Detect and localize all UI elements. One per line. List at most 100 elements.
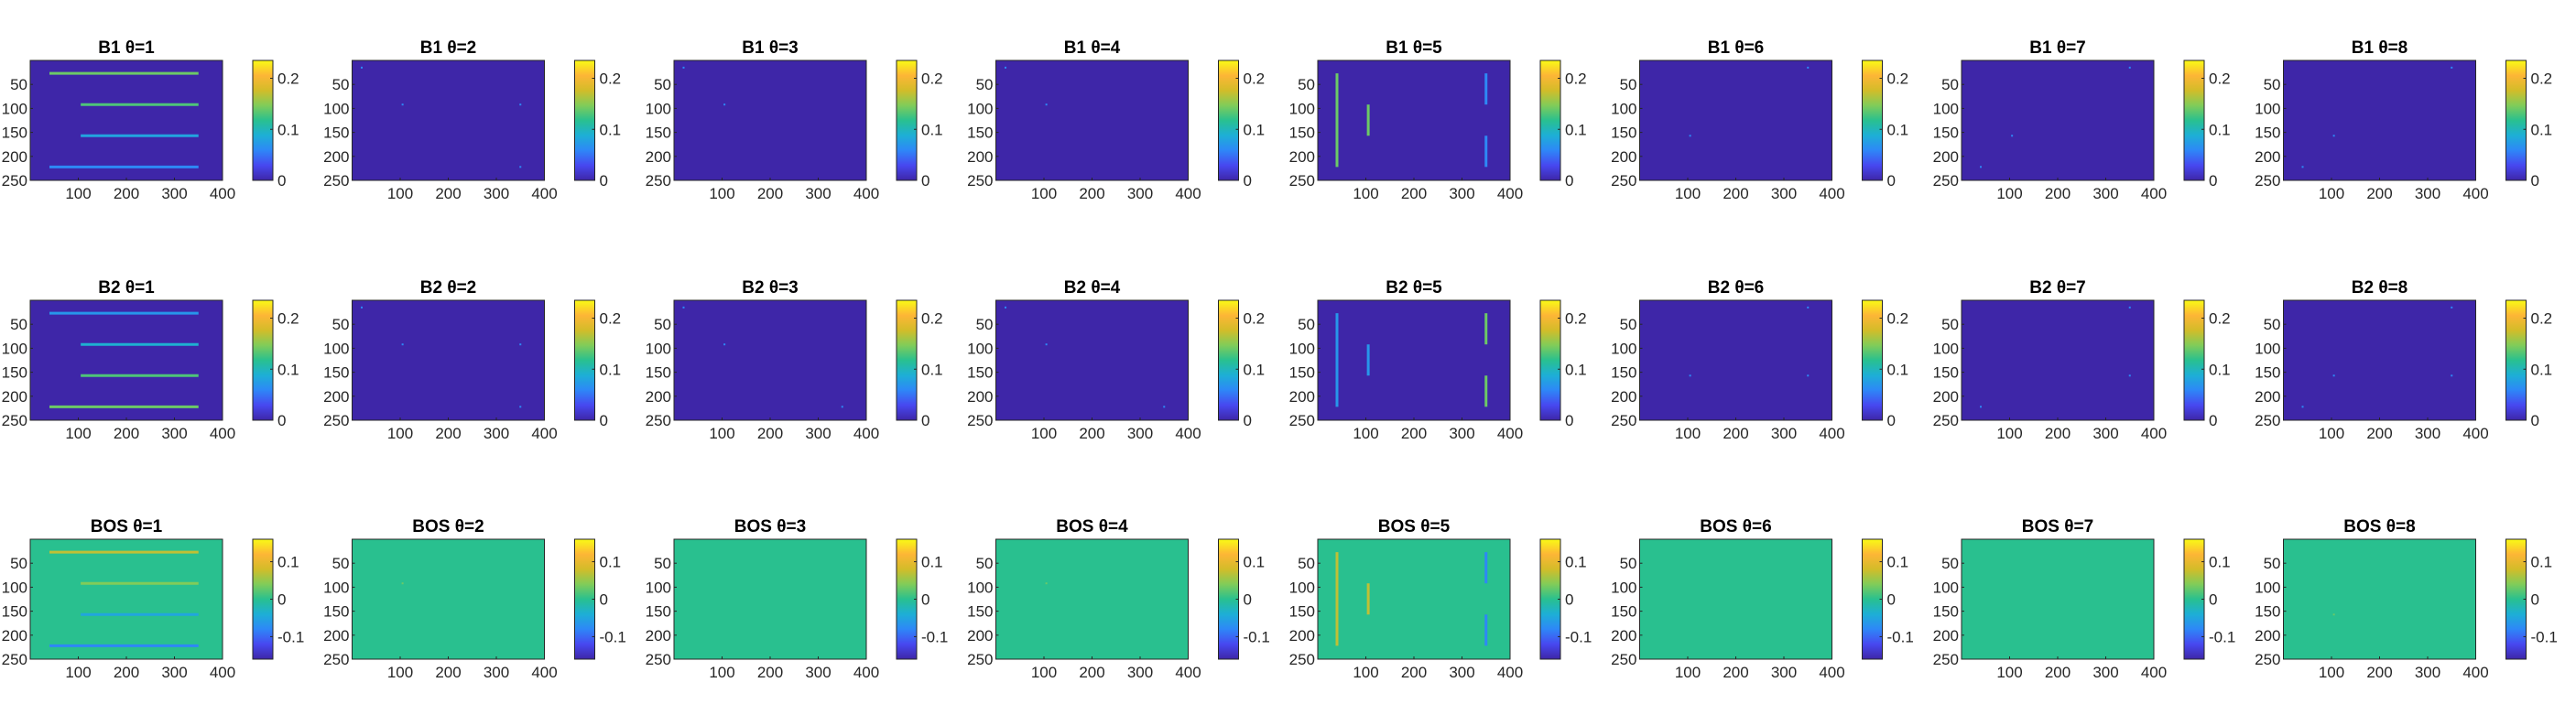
image-speck	[1980, 166, 1982, 168]
y-tick-label: 100	[1289, 340, 1315, 357]
y-tick-label: 150	[2, 125, 27, 142]
image-speck	[2332, 374, 2335, 377]
panel-title: B1 θ=4	[1064, 38, 1121, 58]
image-speck	[361, 66, 363, 69]
colorbar-tick-label: 0	[600, 172, 608, 190]
panel-image	[352, 60, 545, 180]
x-tick-label: 100	[1031, 425, 1057, 442]
x-tick-label: 300	[1127, 664, 1153, 681]
image-speck	[2451, 306, 2453, 309]
image-speck	[2301, 406, 2304, 408]
x-tick-label: 200	[2366, 185, 2392, 202]
y-tick-label: 250	[2, 651, 27, 668]
x-tick-label: 100	[1353, 425, 1378, 442]
x-tick-label: 200	[1401, 185, 1427, 202]
colorbar-tick-label: 0.1	[1887, 121, 1909, 138]
colorbar-tick-label: 0.1	[1887, 361, 1909, 378]
x-tick-label: 400	[2141, 185, 2167, 202]
panel-image	[1639, 300, 1832, 420]
y-tick-label: 100	[1611, 579, 1636, 596]
y-tick-label: 200	[1289, 627, 1315, 645]
colorbar-tick-label: 0.2	[2531, 310, 2553, 328]
colorbar-tick-label: 0.1	[2209, 361, 2231, 378]
colorbar	[1862, 538, 1883, 660]
colorbar-tick-label: 0	[1244, 172, 1252, 190]
colorbar-tick-label: 0	[2531, 591, 2539, 609]
y-tick-label: 250	[967, 172, 993, 190]
y-tick-label: 100	[2255, 579, 2280, 596]
colorbar	[1862, 299, 1883, 421]
x-tick-label: 400	[2462, 185, 2488, 202]
y-tick-label: 200	[1289, 148, 1315, 166]
colorbar-tick-label: 0.1	[1565, 121, 1587, 138]
x-tick-label: 200	[435, 664, 461, 681]
y-tick-label: 200	[1933, 388, 1959, 406]
colorbar	[2183, 299, 2205, 421]
colorbar-tick-label: -0.1	[1565, 628, 1592, 645]
x-tick-label: 100	[2319, 425, 2344, 442]
y-tick-label: 200	[646, 148, 671, 166]
y-tick-label: 100	[323, 340, 349, 357]
y-tick-label: 150	[1289, 125, 1315, 142]
colorbar-tick-label: 0	[2531, 172, 2539, 190]
y-tick-label: 250	[2255, 651, 2280, 668]
colorbar-tick-label: -0.1	[277, 628, 304, 645]
y-tick-label: 250	[1611, 172, 1636, 190]
panel-image	[995, 300, 1189, 420]
colorbar-tick-label: -0.1	[2209, 628, 2235, 645]
panel-image	[30, 300, 223, 420]
colorbar-tick-label: 0.1	[1244, 121, 1266, 138]
colorbar-tick-label: 0	[1244, 412, 1252, 429]
y-tick-label: 250	[323, 651, 349, 668]
colorbar-tick-label: -0.1	[2531, 628, 2558, 645]
x-tick-label: 400	[1819, 185, 1844, 202]
colorbar-tick-label: 0.1	[2531, 361, 2553, 378]
colorbar-tick-label: 0.1	[2531, 121, 2553, 138]
colorbar-tick-label: 0.1	[921, 121, 943, 138]
panel-image	[995, 539, 1189, 659]
x-tick-label: 100	[2319, 185, 2344, 202]
y-tick-label: 200	[2255, 627, 2280, 645]
x-tick-label: 200	[1401, 664, 1427, 681]
y-tick-label: 200	[1289, 388, 1315, 406]
image-speck	[401, 103, 404, 106]
x-tick-label: 300	[1771, 664, 1797, 681]
y-tick-label: 200	[1933, 627, 1959, 645]
x-tick-label: 200	[1079, 664, 1104, 681]
y-tick-label: 250	[1611, 412, 1636, 429]
x-tick-label: 400	[1497, 664, 1523, 681]
colorbar-tick-label: 0.1	[2209, 554, 2231, 571]
image-speck	[1045, 343, 1048, 346]
colorbar-tick-label: 0.2	[921, 70, 943, 88]
y-tick-label: 50	[1620, 76, 1637, 93]
x-tick-label: 100	[65, 425, 91, 442]
y-tick-label: 50	[10, 76, 27, 93]
colorbar-tick-label: 0.1	[600, 361, 622, 378]
panel-title: B2 θ=6	[1708, 278, 1765, 298]
colorbar-tick-label: 0.2	[600, 70, 622, 88]
colorbar-tick-label: 0.2	[921, 310, 943, 328]
y-tick-label: 100	[1933, 579, 1959, 596]
y-tick-label: 150	[967, 364, 993, 382]
y-tick-label: 200	[1611, 148, 1636, 166]
y-tick-label: 100	[967, 100, 993, 117]
image-speck	[2128, 374, 2131, 377]
x-tick-label: 100	[2319, 664, 2344, 681]
panel-title: B1 θ=5	[1386, 38, 1442, 58]
x-tick-label: 300	[1771, 185, 1797, 202]
panel-title: B2 θ=4	[1064, 278, 1121, 298]
colorbar	[252, 60, 274, 181]
x-tick-label: 200	[2045, 664, 2071, 681]
x-tick-label: 400	[1819, 664, 1844, 681]
y-tick-label: 200	[2, 148, 27, 166]
y-tick-label: 150	[1611, 364, 1636, 382]
y-tick-label: 250	[1933, 651, 1959, 668]
colorbar	[1539, 538, 1561, 660]
y-tick-label: 150	[323, 125, 349, 142]
x-tick-label: 100	[1675, 425, 1701, 442]
panel-title: B1 θ=7	[2029, 38, 2086, 58]
y-tick-label: 50	[654, 316, 671, 333]
panel-image	[2283, 300, 2476, 420]
colorbar	[574, 299, 595, 421]
y-tick-label: 100	[2255, 100, 2280, 117]
